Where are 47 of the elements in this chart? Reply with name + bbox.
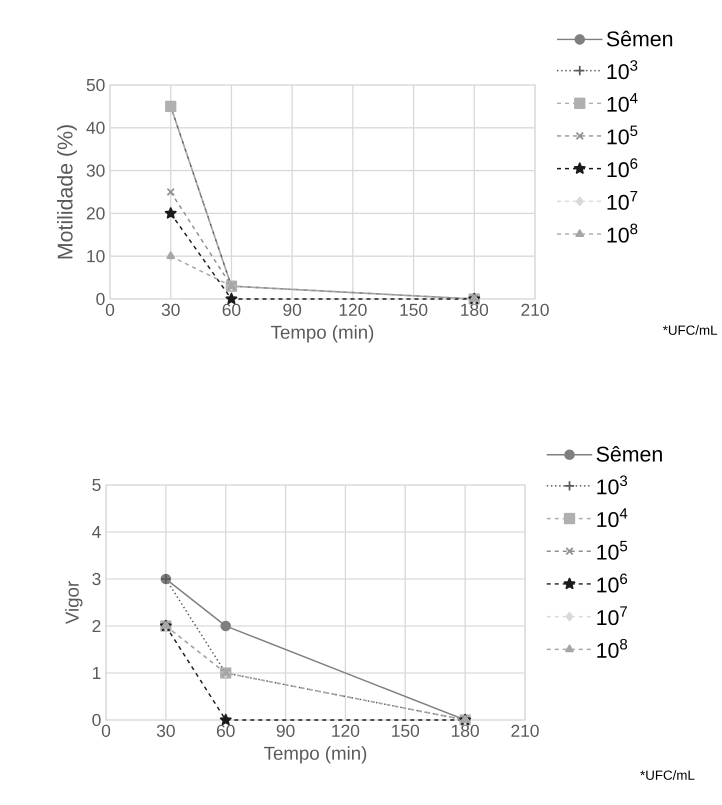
y-tick-label: 1: [92, 667, 100, 679]
y-tick-label: 4: [92, 526, 101, 538]
y-tick-label: 0: [96, 292, 105, 306]
x-tick-label: 60: [216, 724, 235, 737]
legend-label: Sêmen: [606, 30, 672, 46]
x-tick-label: 210: [521, 304, 549, 316]
legend-label: 10$^{3}$: [597, 475, 628, 494]
x-tick-label: 150: [392, 724, 420, 737]
legend-label: 10$^{6}$: [608, 158, 638, 178]
y-tick-label: 20: [86, 207, 105, 220]
legend-label: 10$^{4}$: [608, 93, 638, 112]
legend-label: 10$^{7}$: [608, 191, 638, 210]
legend-label: 10$^{8}$: [608, 224, 638, 243]
y-tick-label: 2: [92, 620, 100, 632]
x-tick-label: 30: [156, 724, 175, 737]
y-tick-label: 40: [86, 122, 105, 134]
legend-label: 10$^{4}$: [597, 508, 628, 528]
y-tick-label: 5: [92, 478, 101, 492]
y-axis-title: Motilidade (%): [57, 125, 77, 258]
text: *UFC/mL: [640, 770, 694, 780]
legend-label: 10$^{5}$: [608, 126, 638, 144]
y-tick-label: 3: [92, 572, 101, 586]
x-tick-label: 120: [332, 724, 360, 737]
x-tick-label: 60: [222, 304, 240, 316]
x-tick-label: 180: [461, 304, 488, 316]
x-axis-title: Tempo (min): [264, 746, 366, 764]
x-tick-label: 30: [162, 304, 180, 316]
y-tick-label: 50: [86, 78, 105, 92]
y-axis-title: Vigor: [65, 581, 83, 624]
y-tick-label: 30: [86, 164, 105, 177]
x-tick-label: 0: [106, 304, 114, 316]
x-tick-label: 90: [276, 724, 295, 737]
legend-label: 10$^{7}$: [597, 606, 627, 626]
x-tick-label: 180: [452, 724, 479, 737]
legend-label: 10$^{5}$: [597, 540, 628, 560]
legend-label: 10$^{6}$: [597, 574, 628, 593]
x-axis-title: Tempo (min): [271, 325, 374, 343]
x-tick-label: 90: [283, 304, 302, 316]
x-tick-label: 150: [400, 304, 428, 316]
x-tick-label: 210: [511, 724, 539, 737]
y-tick-label: 10: [87, 250, 105, 262]
legend-label: Sêmen: [596, 446, 662, 462]
legend-label: 10$^{3}$: [608, 60, 638, 80]
x-tick-label: 120: [340, 304, 367, 316]
y-tick-label: 0: [92, 714, 101, 726]
text: *UFC/mL: [662, 325, 718, 335]
legend-label: 10$^{8}$: [597, 638, 628, 658]
